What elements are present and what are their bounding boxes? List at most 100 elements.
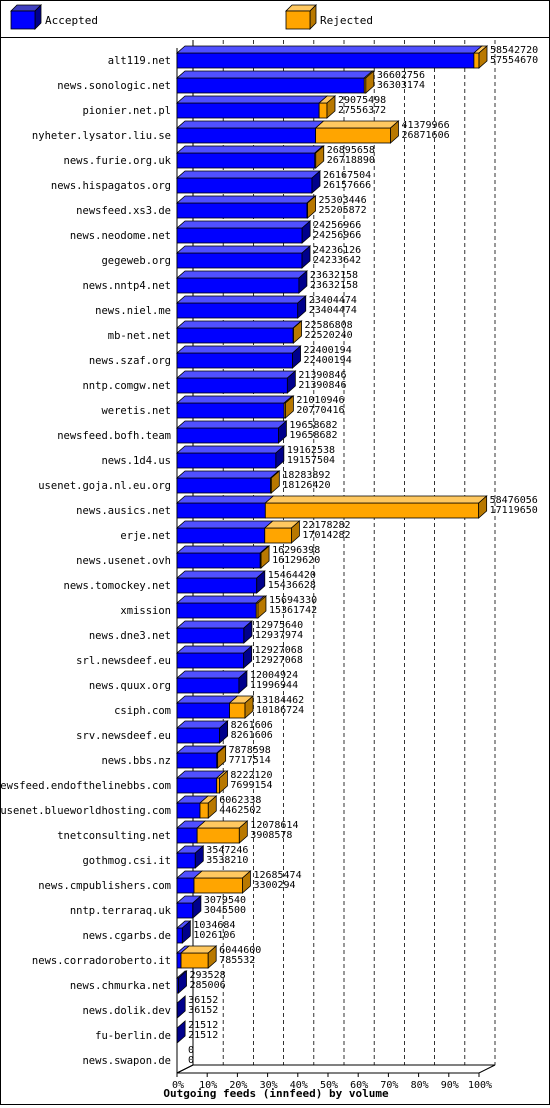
bar-rejected xyxy=(194,878,242,893)
category-label: news.szaf.org xyxy=(89,355,171,367)
bar-accepted xyxy=(177,478,271,493)
value-label-accepted: 16129620 xyxy=(272,555,320,566)
category-label: news.bbs.nz xyxy=(101,755,171,767)
value-label-accepted: 12927068 xyxy=(255,655,303,666)
bar-accepted-top xyxy=(177,371,295,378)
bar-accepted xyxy=(177,253,302,268)
bar-accepted-top xyxy=(177,346,301,353)
bar-accepted xyxy=(177,528,265,543)
bar-accepted-top xyxy=(177,421,286,428)
bar-accepted-top xyxy=(177,71,372,78)
category-label: news.dolik.dev xyxy=(82,1005,171,1017)
bar-accepted xyxy=(177,453,276,468)
bar-rejected xyxy=(265,503,478,518)
value-label-accepted: 285006 xyxy=(190,980,226,991)
bar-accepted xyxy=(177,678,239,693)
bar-accepted-side xyxy=(177,1021,185,1043)
bar-accepted-top xyxy=(177,221,310,228)
bar-accepted xyxy=(177,103,319,118)
bar-accepted-top xyxy=(177,121,324,128)
bar-accepted xyxy=(177,928,182,943)
category-label: mb-net.net xyxy=(108,330,171,342)
bar-rejected-top xyxy=(197,821,247,828)
bar-accepted xyxy=(177,628,244,643)
value-label-accepted: 57554670 xyxy=(490,55,538,66)
bar-rejected-top xyxy=(265,496,486,503)
bar-accepted-top xyxy=(177,571,265,578)
category-label: news.dne3.net xyxy=(89,630,171,642)
bar-accepted xyxy=(177,153,315,168)
bar-accepted xyxy=(177,53,474,68)
value-label-accepted: 23632158 xyxy=(310,280,358,291)
value-label-accepted: 24233642 xyxy=(313,255,361,266)
bar-accepted xyxy=(177,553,260,568)
category-label: srl.newsdeef.eu xyxy=(76,655,171,667)
value-label-accepted: 17014282 xyxy=(302,530,350,541)
value-label-accepted: 24256966 xyxy=(313,230,361,241)
value-label-accepted: 7717514 xyxy=(229,755,271,766)
value-label-accepted: 15361742 xyxy=(269,605,317,616)
category-label: tnetconsulting.net xyxy=(57,830,171,842)
category-label: news.cmpublishers.com xyxy=(38,880,171,892)
bar-accepted xyxy=(177,703,230,718)
bar-accepted-top xyxy=(177,96,327,103)
bar-accepted-top xyxy=(177,546,268,553)
value-label-accepted: 26157666 xyxy=(323,180,371,191)
x-tick-label-100: 100% xyxy=(468,1080,492,1091)
bar-rejected xyxy=(474,53,479,68)
category-label: nyheter.lysator.liu.se xyxy=(32,130,171,142)
bar-accepted-top xyxy=(177,446,284,453)
category-label: newsfeed.endofthelinebbs.com xyxy=(1,780,171,792)
bar-accepted-top xyxy=(177,621,252,628)
category-label: newsfeed.xs3.de xyxy=(76,205,171,217)
bar-accepted xyxy=(177,953,181,968)
value-label-accepted: 1026106 xyxy=(193,930,235,941)
bar-rejected xyxy=(319,103,327,118)
category-label: gothmog.csi.it xyxy=(82,855,171,867)
legend-swatch-rejected xyxy=(286,5,316,29)
bar-accepted xyxy=(177,853,195,868)
bar-rejected xyxy=(181,953,208,968)
value-label-accepted: 20770416 xyxy=(296,405,344,416)
bar-accepted xyxy=(177,803,200,818)
bar-accepted-top xyxy=(177,46,482,53)
value-label-accepted: 785532 xyxy=(219,955,255,966)
bar-accepted xyxy=(177,753,217,768)
value-label-accepted: 26871606 xyxy=(401,130,449,141)
value-label-accepted: 3538210 xyxy=(206,855,248,866)
value-label-accepted: 7699154 xyxy=(230,780,272,791)
bar-accepted xyxy=(177,278,299,293)
value-label-accepted: 19157504 xyxy=(287,455,335,466)
value-label-accepted: 26718890 xyxy=(327,155,375,166)
legend-label-accepted: Accepted xyxy=(45,14,98,27)
category-label: news.swapon.de xyxy=(82,1055,171,1067)
bar-accepted xyxy=(177,653,244,668)
category-label: news.corradoroberto.it xyxy=(32,955,171,967)
bar-accepted-top xyxy=(177,196,315,203)
bar-accepted xyxy=(177,728,220,743)
value-label-accepted: 15436628 xyxy=(268,580,316,591)
category-label: csiph.com xyxy=(114,705,171,717)
category-label: news.usenet.ovh xyxy=(76,555,171,567)
plot-area: 0%10%20%30%40%50%60%70%80%90%100%alt119.… xyxy=(1,40,538,1091)
value-label-accepted: 3045500 xyxy=(204,905,246,916)
bar-accepted xyxy=(177,178,312,193)
category-label: fu-berlin.de xyxy=(95,1030,171,1042)
category-label: news.furie.org.uk xyxy=(64,155,172,167)
bar-rejected-top xyxy=(316,121,399,128)
category-label: news.ausics.net xyxy=(76,505,171,517)
bar-accepted-top xyxy=(177,146,323,153)
bar-accepted-top xyxy=(177,596,264,603)
value-label-accepted: 36152 xyxy=(188,1005,218,1016)
bar-accepted xyxy=(177,828,197,843)
bar-accepted-top xyxy=(177,271,307,278)
value-label-accepted: 23404474 xyxy=(309,305,357,316)
value-label-accepted: 17119650 xyxy=(490,505,538,516)
bar-rejected-top xyxy=(194,871,250,878)
legend-label-rejected: Rejected xyxy=(320,14,373,27)
value-label-accepted: 21512 xyxy=(188,1030,218,1041)
bar-accepted-top xyxy=(177,521,273,528)
category-label: usenet.blueworldhosting.com xyxy=(1,805,171,817)
category-label: news.neodome.net xyxy=(70,230,171,242)
